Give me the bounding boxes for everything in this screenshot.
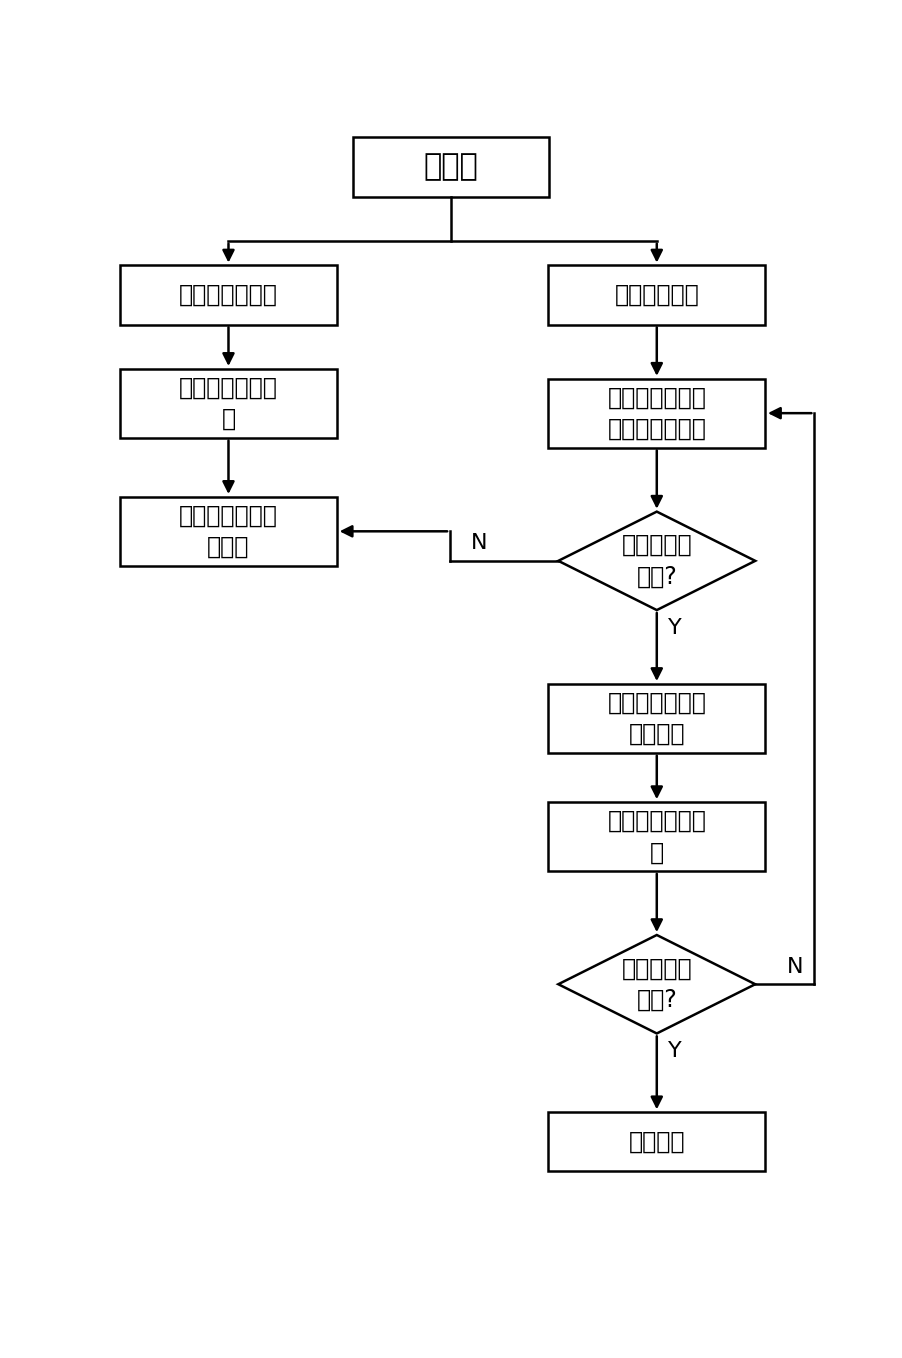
Bar — [548, 684, 765, 752]
Text: 微扰体运动
结束?: 微扰体运动 结束? — [621, 956, 692, 1012]
Bar — [120, 497, 336, 566]
Text: Y: Y — [667, 618, 681, 638]
Text: N: N — [472, 534, 488, 553]
Bar — [120, 369, 336, 437]
Text: 工控机: 工控机 — [424, 152, 478, 182]
Bar — [548, 803, 765, 870]
Text: 设置相应激励参
数: 设置相应激励参 数 — [179, 376, 278, 430]
Text: 网络分析仪分等
待测量: 网络分析仪分等 待测量 — [179, 504, 278, 559]
Bar — [548, 379, 765, 448]
Text: 电机转动经滑轮
带动微扰体运动: 电机转动经滑轮 带动微扰体运动 — [607, 386, 706, 441]
Polygon shape — [558, 936, 755, 1033]
Text: 微扰体运动
结束?: 微扰体运动 结束? — [621, 534, 692, 588]
Text: Y: Y — [667, 1042, 681, 1061]
Text: 调用伺服电机: 调用伺服电机 — [614, 282, 699, 307]
Bar — [120, 265, 336, 325]
Bar — [548, 1112, 765, 1172]
Bar — [353, 137, 549, 197]
Polygon shape — [558, 512, 755, 610]
Text: 网络分析仪测量
谐振频率: 网络分析仪测量 谐振频率 — [607, 691, 706, 746]
Bar — [548, 265, 765, 325]
Text: 读取环境监测数
据: 读取环境监测数 据 — [607, 809, 706, 864]
Text: 调用网络分析仪: 调用网络分析仪 — [179, 282, 278, 307]
Text: N: N — [787, 956, 803, 976]
Text: 测量结束: 测量结束 — [629, 1130, 685, 1154]
